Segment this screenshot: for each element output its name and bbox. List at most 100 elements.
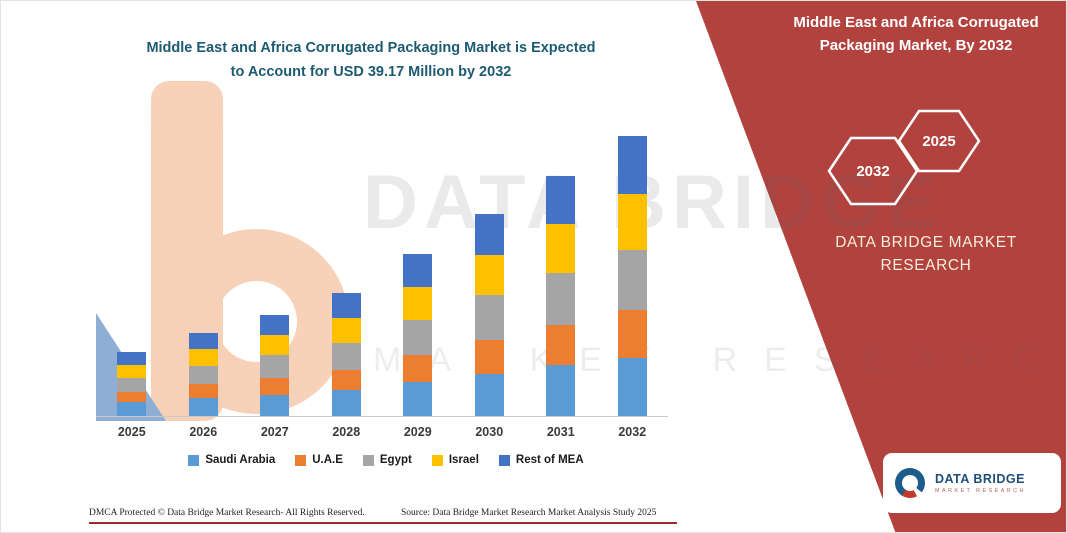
bar-segment-israel: [546, 224, 576, 273]
brand-line2: RESEARCH: [880, 257, 972, 275]
year-hexagons: 2025 2032: [827, 109, 981, 206]
chart-title: Middle East and Africa Corrugated Packag…: [121, 37, 621, 85]
dmca-notice: DMCA Protected © Data Bridge Market Rese…: [89, 508, 365, 518]
x-label-2028: 2028: [332, 425, 361, 439]
bar-segment-israel: [188, 349, 218, 367]
bar-segment-saudi-arabia: [403, 381, 433, 416]
bar-segment-saudi-arabia: [617, 357, 647, 416]
logo-swirl-icon: [895, 468, 925, 498]
bar-segment-saudi-arabia: [331, 390, 361, 416]
bar-segment-israel: [403, 286, 433, 320]
company-logo: DATA BRIDGE MARKET RESEARCH: [883, 453, 1061, 513]
bar-segment-saudi-arabia: [546, 365, 576, 416]
bar-segment-rest-of-mea: [474, 213, 504, 255]
hexagon-2032-year: 2032: [856, 163, 889, 180]
legend-swatch: [362, 454, 374, 466]
bar-segment-u-a-e: [617, 310, 647, 358]
bar-2030: [454, 109, 526, 416]
bar-segment-u-a-e: [260, 377, 290, 395]
bar-2028: [311, 109, 383, 416]
legend-label: U.A.E: [312, 454, 343, 466]
brand-line1: DATA BRIDGE MARKET: [835, 234, 1017, 251]
bar-segment-egypt: [117, 378, 147, 392]
stacked-bar: [617, 136, 647, 416]
legend-item-israel: Israel: [431, 454, 479, 466]
legend-swatch: [431, 454, 443, 466]
bar-segment-egypt: [546, 272, 576, 325]
bar-segment-egypt: [474, 295, 504, 340]
legend-item-rest-of-mea: Rest of MEA: [498, 454, 584, 466]
bar-segment-rest-of-mea: [546, 175, 576, 225]
bar-segment-u-a-e: [331, 369, 361, 391]
logo-subtitle: MARKET RESEARCH: [935, 488, 1026, 494]
bar-2027: [239, 109, 311, 416]
legend-swatch: [498, 454, 510, 466]
stacked-bar: [403, 254, 433, 416]
legend-swatch: [188, 454, 200, 466]
bar-segment-u-a-e: [403, 354, 433, 382]
legend-item-egypt: Egypt: [362, 454, 412, 466]
chart-legend: Saudi Arabia U.A.E Egypt Israel Rest of MEA: [91, 454, 681, 466]
panel-title: Middle East and Africa Corrugated Packag…: [771, 11, 1061, 58]
bar-2029: [382, 109, 454, 416]
bar-segment-egypt: [260, 355, 290, 378]
x-label-2029: 2029: [403, 425, 432, 439]
bar-segment-rest-of-mea: [188, 332, 218, 350]
bar-segment-israel: [331, 318, 361, 344]
brand-name-block: DATA BRIDGE MARKET RESEARCH: [791, 231, 1061, 278]
bar-segment-rest-of-mea: [403, 254, 433, 287]
legend-item-u-a-e: U.A.E: [295, 454, 343, 466]
stacked-bar: [188, 332, 218, 416]
bar-segment-u-a-e: [188, 383, 218, 399]
chart-title-line2: to Account for USD 39.17 Million by 2032: [230, 63, 512, 80]
hexagon-2025-outline: [897, 109, 981, 173]
bar-2025: [96, 109, 168, 416]
legend-label: Israel: [448, 454, 479, 466]
bar-segment-israel: [260, 335, 290, 356]
hexagon-2025-year: 2025: [922, 133, 955, 150]
bar-segment-egypt: [403, 319, 433, 355]
bar-segment-rest-of-mea: [260, 314, 290, 336]
x-label-2025: 2025: [117, 425, 146, 439]
hexagon-2032-outline: [827, 136, 919, 206]
bar-segment-rest-of-mea: [117, 352, 147, 366]
chart-title-line1: Middle East and Africa Corrugated Packag…: [146, 40, 596, 56]
legend-item-saudi-arabia: Saudi Arabia: [188, 454, 275, 466]
x-axis-labels: 2025 2026 2027 2028 2029 2030 2031 2032: [96, 425, 668, 439]
bar-segment-egypt: [617, 249, 647, 311]
bar-segment-israel: [474, 254, 504, 296]
x-label-2031: 2031: [546, 425, 575, 439]
panel-title-line1: Middle East and Africa Corrugated: [793, 14, 1039, 31]
bar-2032: [597, 109, 669, 416]
legend-label: Egypt: [379, 454, 412, 466]
logo-name: DATA BRIDGE: [935, 472, 1025, 486]
bar-segment-saudi-arabia: [188, 398, 218, 416]
bar-2031: [525, 109, 597, 416]
bar-segment-saudi-arabia: [260, 394, 290, 416]
stacked-bar: [117, 352, 147, 416]
bar-segment-egypt: [188, 366, 218, 384]
bar-segment-u-a-e: [474, 339, 504, 374]
x-label-2030: 2030: [475, 425, 504, 439]
x-label-2027: 2027: [260, 425, 289, 439]
stacked-bar: [331, 293, 361, 416]
legend-label: Saudi Arabia: [205, 454, 276, 466]
bar-segment-u-a-e: [117, 391, 147, 403]
bar-2026: [168, 109, 240, 416]
bar-segment-saudi-arabia: [117, 402, 147, 416]
bar-segment-rest-of-mea: [617, 136, 647, 194]
logo-text-block: DATA BRIDGE MARKET RESEARCH: [935, 472, 1026, 494]
bar-segment-saudi-arabia: [474, 373, 504, 416]
footer-red-line: [89, 522, 677, 524]
bar-segment-rest-of-mea: [331, 293, 361, 319]
bar-segment-egypt: [331, 343, 361, 370]
bar-segment-u-a-e: [546, 324, 576, 366]
x-label-2026: 2026: [189, 425, 218, 439]
stacked-bar-chart: [96, 109, 668, 416]
source-note: Source: Data Bridge Market Research Mark…: [401, 508, 657, 518]
panel-title-line2: Packaging Market, By 2032: [819, 37, 1013, 55]
stacked-bar: [260, 314, 290, 416]
legend-label: Rest of MEA: [515, 454, 584, 466]
bar-segment-israel: [117, 365, 147, 379]
